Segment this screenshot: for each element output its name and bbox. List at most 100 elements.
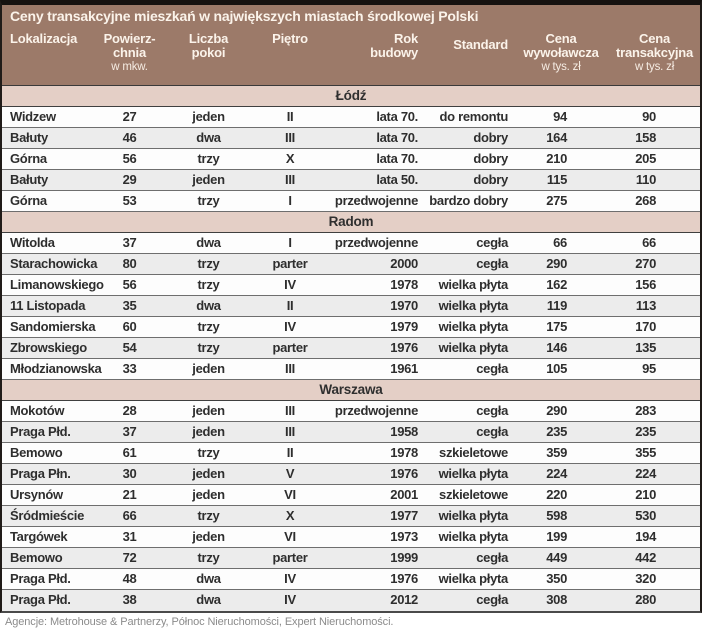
cell-transaction-price: 210 (635, 487, 656, 502)
cell-location: Targówek (10, 529, 68, 544)
infographic-title: Ceny transakcyjne mieszkań w największyc… (2, 5, 700, 29)
cell-standard: wielka płyta (438, 277, 509, 292)
cell-transaction-price: 355 (635, 445, 656, 460)
cell-standard: cegła (476, 403, 508, 418)
cell-year-built: lata 70. (376, 130, 418, 145)
cell-transaction-price: 66 (642, 235, 656, 250)
cell-standard: wielka płyta (438, 298, 509, 313)
column-header-standard: Standard (453, 37, 508, 52)
table-row: Bemowo 61 trzy II 1978 szkieletowe 359 355 (2, 443, 700, 464)
cell-floor: IV (284, 277, 296, 292)
cell-year-built: lata 50. (376, 172, 418, 187)
cell-asking-price: 119 (546, 298, 567, 313)
column-header-area: Powierz- chnia w mkw. (103, 31, 156, 74)
cell-standard: wielka płyta (438, 466, 509, 481)
cell-rooms: jeden (192, 466, 225, 481)
cell-transaction-price: 156 (635, 277, 656, 292)
cell-standard: cegła (476, 361, 508, 376)
cell-location: Praga Płd. (10, 592, 71, 607)
cell-transaction-price: 224 (635, 466, 656, 481)
cell-standard: wielka płyta (438, 508, 509, 523)
cell-rooms: trzy (197, 193, 220, 208)
column-header-location: Lokalizacja (10, 31, 78, 46)
cell-transaction-price: 280 (635, 592, 656, 607)
column-header-rooms: Liczba pokoi (188, 31, 229, 60)
cell-year-built: przedwojenne (334, 193, 418, 208)
cell-area: 72 (122, 550, 137, 565)
cell-floor: II (286, 109, 294, 124)
column-header-year-built: Rok budowy (370, 31, 418, 60)
section-header: Warszawa (2, 380, 700, 401)
cell-year-built: 1978 (390, 445, 418, 460)
cell-area: 56 (122, 277, 137, 292)
cell-area: 53 (122, 193, 137, 208)
cell-year-built: 1977 (390, 508, 418, 523)
cell-location: Starachowicka (10, 256, 98, 271)
cell-rooms: jeden (192, 403, 225, 418)
cell-area: 27 (122, 109, 137, 124)
cell-transaction-price: 270 (635, 256, 656, 271)
cell-location: Praga Płd. (10, 571, 71, 586)
cell-standard: do remontu (439, 109, 509, 124)
cell-asking-price: 146 (546, 340, 567, 355)
cell-area: 60 (122, 319, 137, 334)
cell-year-built: 1973 (390, 529, 418, 544)
cell-floor: II (286, 445, 294, 460)
table-row: Praga Płd. 38 dwa IV 2012 cegła 308 280 (2, 590, 700, 611)
table-row: Śródmieście 66 trzy X 1977 wielka płyta 598 530 (2, 506, 700, 527)
cell-standard: dobry (473, 172, 508, 187)
cell-standard: wielka płyta (438, 340, 509, 355)
table-row: Bałuty 29 jeden III lata 50. dobry 115 110 (2, 170, 700, 191)
cell-rooms: trzy (197, 445, 220, 460)
cell-asking-price: 308 (546, 592, 567, 607)
cell-rooms: trzy (197, 277, 220, 292)
cell-rooms: dwa (196, 235, 221, 250)
cell-transaction-price: 442 (635, 550, 656, 565)
cell-standard: dobry (473, 151, 508, 166)
cell-transaction-price: 283 (635, 403, 656, 418)
cell-transaction-price: 268 (635, 193, 656, 208)
cell-year-built: lata 70. (376, 109, 418, 124)
cell-area: 66 (122, 508, 137, 523)
cell-standard: wielka płyta (438, 319, 509, 334)
cell-transaction-price: 194 (635, 529, 656, 544)
cell-transaction-price: 205 (635, 151, 656, 166)
cell-asking-price: 220 (546, 487, 567, 502)
table-row: 11 Listopada 35 dwa II 1970 wielka płyta 119 11… (2, 296, 700, 317)
cell-floor: V (285, 466, 295, 481)
cell-rooms: jeden (192, 529, 225, 544)
cell-floor: I (288, 235, 292, 250)
table-row: Młodzianowska 33 jeden III 1961 cegła 105 95 (2, 359, 700, 380)
cell-area: 80 (122, 256, 137, 271)
cell-location: Limanowskiego (10, 277, 104, 292)
cell-location: Mokotów (10, 403, 65, 418)
cell-floor: IV (284, 319, 296, 334)
cell-asking-price: 350 (546, 571, 567, 586)
cell-standard: wielka płyta (438, 571, 509, 586)
cell-year-built: 2012 (390, 592, 418, 607)
cell-location: 11 Listopada (10, 298, 86, 313)
cell-area: 61 (122, 445, 137, 460)
table-row: Praga Płd. 37 jeden III 1958 cegła 235 235 (2, 422, 700, 443)
cell-asking-price: 66 (553, 235, 567, 250)
cell-floor: parter (272, 340, 308, 355)
cell-rooms: dwa (196, 130, 221, 145)
cell-area: 56 (122, 151, 137, 166)
cell-area: 54 (122, 340, 137, 355)
cell-location: Sandomierska (10, 319, 96, 334)
cell-location: Ursynów (10, 487, 63, 502)
table-row: Sandomierska 60 trzy IV 1979 wielka płyta 175 1… (2, 317, 700, 338)
cell-rooms: trzy (197, 550, 220, 565)
cell-rooms: trzy (197, 340, 220, 355)
cell-transaction-price: 135 (635, 340, 656, 355)
cell-year-built: przedwojenne (334, 235, 418, 250)
cell-transaction-price: 170 (635, 319, 656, 334)
cell-standard: bardzo dobry (429, 193, 508, 208)
cell-floor: X (285, 508, 295, 523)
cell-standard: cegła (476, 256, 508, 271)
table-row: Widzew 27 jeden II lata 70. do remontu 94 90 (2, 107, 700, 128)
table-row: Bemowo 72 trzy parter 1999 cegła 449 442 (2, 548, 700, 569)
cell-transaction-price: 95 (642, 361, 656, 376)
cell-location: Bemowo (10, 550, 63, 565)
cell-location: Górna (10, 193, 47, 208)
